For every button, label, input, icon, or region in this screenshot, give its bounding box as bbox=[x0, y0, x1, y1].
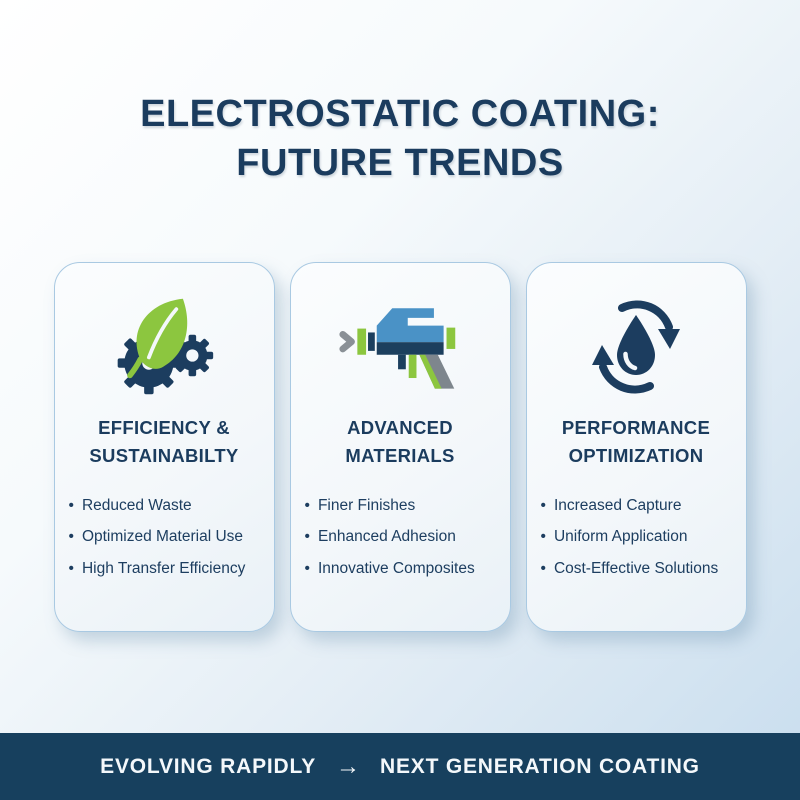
footer-right-text: NEXT GENERATION COATING bbox=[380, 754, 700, 778]
list-item: • Cost-Effective Solutions bbox=[541, 553, 740, 585]
list-item: • Enhanced Adhesion bbox=[305, 521, 504, 553]
card-title: PERFORMANCE OPTIMIZATION bbox=[527, 414, 746, 470]
card-bullet-list: • Reduced Waste • Optimized Material Use •… bbox=[69, 490, 268, 586]
card-advanced-materials: ADVANCED MATERIALS • Finer Finishes • Enha… bbox=[289, 262, 511, 632]
bullet-text: Cost-Effective Solutions bbox=[553, 560, 719, 578]
bullet-text: Enhanced Adhesion bbox=[317, 528, 456, 546]
leaf-and-gears-icon bbox=[55, 288, 274, 406]
page-title-line-1: ELECTROSTATIC COATING: bbox=[140, 93, 660, 135]
bullet-dot: • bbox=[68, 528, 74, 546]
list-item: • High Transfer Efficiency bbox=[69, 553, 268, 585]
list-item: • Optimized Material Use bbox=[69, 521, 268, 553]
card-title-line-1: ADVANCED bbox=[347, 417, 453, 438]
bullet-dot: • bbox=[540, 528, 546, 546]
bullet-text: Reduced Waste bbox=[81, 496, 192, 514]
list-item: • Increased Capture bbox=[541, 490, 740, 522]
bullet-dot: • bbox=[68, 496, 74, 514]
card-title-line-1: PERFORMANCE bbox=[561, 417, 711, 438]
bullet-dot: • bbox=[304, 528, 310, 546]
cards-row: EFFICIENCY & SUSTAINABILTY • Reduced Wast… bbox=[0, 262, 800, 632]
page-title-line-2: FUTURE TRENDS bbox=[236, 141, 564, 184]
droplet-cycle-icon bbox=[527, 288, 746, 406]
right-arrow-icon: → bbox=[336, 752, 361, 780]
card-bullet-list: • Increased Capture • Uniform Application … bbox=[541, 490, 740, 586]
card-performance-optimization: PERFORMANCE OPTIMIZATION • Increased Capt… bbox=[525, 262, 747, 632]
card-efficiency-sustainability: EFFICIENCY & SUSTAINABILTY • Reduced Wast… bbox=[53, 262, 275, 632]
bullet-dot: • bbox=[304, 560, 310, 578]
card-title-line-2: OPTIMIZATION bbox=[568, 444, 704, 466]
card-title-line-2: SUSTAINABILTY bbox=[89, 444, 239, 466]
bullet-dot: • bbox=[540, 560, 546, 578]
bullet-text: Innovative Composites bbox=[317, 560, 475, 578]
card-title-line-2: MATERIALS bbox=[345, 444, 455, 466]
bullet-dot: • bbox=[540, 496, 546, 514]
list-item: • Uniform Application bbox=[541, 521, 740, 553]
card-bullet-list: • Finer Finishes • Enhanced Adhesion • Inno… bbox=[305, 490, 504, 586]
card-title: EFFICIENCY & SUSTAINABILTY bbox=[55, 414, 274, 470]
list-item: • Finer Finishes bbox=[305, 490, 504, 522]
page-title: ELECTROSTATIC COATING: FUTURE TRENDS bbox=[0, 90, 800, 187]
list-item: • Reduced Waste bbox=[69, 490, 268, 522]
bullet-text: Increased Capture bbox=[553, 496, 682, 514]
bullet-dot: • bbox=[68, 560, 74, 578]
bullet-text: Uniform Application bbox=[553, 528, 688, 546]
bullet-text: Finer Finishes bbox=[317, 496, 416, 514]
footer-banner: EVOLVING RAPIDLY → NEXT GENERATION COATI… bbox=[0, 733, 800, 800]
bullet-text: High Transfer Efficiency bbox=[81, 560, 246, 578]
card-title-line-1: EFFICIENCY & bbox=[98, 417, 230, 438]
footer-left-text: EVOLVING RAPIDLY bbox=[100, 754, 317, 778]
bullet-dot: • bbox=[304, 496, 310, 514]
list-item: • Innovative Composites bbox=[305, 553, 504, 585]
spray-gun-icon bbox=[291, 288, 510, 406]
bullet-text: Optimized Material Use bbox=[81, 528, 244, 546]
card-title: ADVANCED MATERIALS bbox=[291, 414, 510, 470]
